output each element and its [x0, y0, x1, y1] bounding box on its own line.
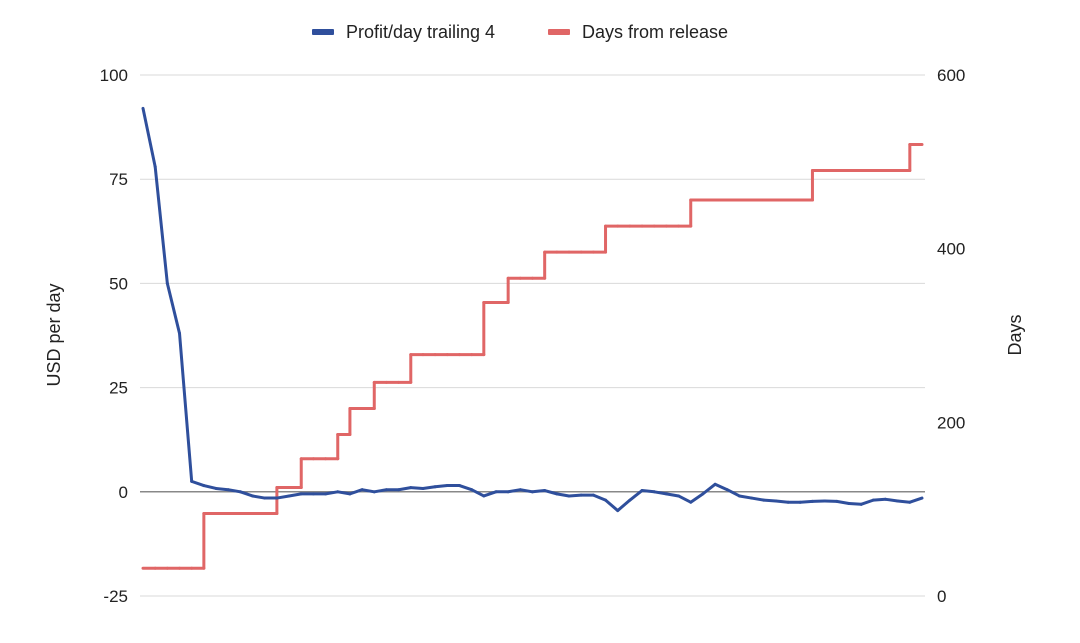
profit-segment — [750, 496, 766, 502]
left-tick-label: 100 — [100, 66, 128, 85]
profit-segment — [506, 488, 522, 494]
profit-segment — [348, 488, 364, 496]
profit-segment — [725, 488, 741, 498]
profit-segment — [652, 490, 668, 496]
series-profit-per-day — [141, 106, 924, 513]
profit-segment — [591, 493, 608, 502]
series-days-from-release — [141, 142, 924, 570]
right-axis-title: Days — [1005, 314, 1025, 355]
profit-segment — [616, 498, 632, 513]
profit-segment — [701, 482, 717, 496]
profit-segment — [677, 494, 693, 504]
gridlines — [140, 74, 925, 597]
profit-segment — [433, 484, 449, 489]
left-tick-label: 25 — [109, 379, 128, 398]
left-axis-title: USD per day — [44, 283, 64, 386]
profit-segment — [287, 492, 303, 498]
profit-segment — [896, 499, 912, 504]
profit-segment — [190, 479, 206, 488]
series-layer — [141, 106, 924, 570]
profit-segment — [324, 490, 340, 496]
profit-segment — [713, 482, 729, 492]
profit-segment — [457, 484, 474, 492]
profit-segment — [835, 499, 851, 505]
profit-segment — [360, 488, 376, 494]
profit-segment — [397, 486, 413, 492]
profit-segment — [908, 496, 924, 504]
profit-segment — [165, 281, 182, 335]
profit-segment — [555, 492, 571, 498]
profit-segment — [178, 331, 194, 483]
profit-segment — [871, 497, 887, 502]
profit-segment — [543, 489, 559, 496]
right-axis-ticks: 600 400 200 0 — [937, 66, 965, 606]
right-tick-label: 600 — [937, 66, 965, 85]
profit-segment — [762, 498, 778, 503]
profit-segment — [604, 498, 620, 513]
profit-segment — [847, 501, 863, 506]
left-tick-label: -25 — [103, 587, 128, 606]
profit-segment — [421, 485, 437, 490]
left-axis-ticks: 100 75 50 25 0 -25 — [100, 66, 128, 606]
profit-segment — [883, 497, 900, 503]
profit-segment — [737, 494, 754, 500]
profit-segment — [141, 106, 157, 169]
profit-segment — [372, 488, 388, 494]
profit-segment — [251, 494, 267, 500]
profit-segment — [336, 490, 352, 496]
profit-segment — [628, 489, 644, 502]
right-tick-label: 200 — [937, 413, 965, 432]
left-tick-label: 0 — [119, 483, 128, 502]
profit-segment — [798, 499, 814, 504]
profit-segment — [689, 492, 705, 504]
profit-segment — [482, 490, 498, 498]
profit-segment — [640, 489, 656, 494]
legend: Profit/day trailing 4 Days from release — [312, 22, 728, 42]
profit-segment — [859, 498, 875, 506]
profit-segment — [214, 486, 230, 492]
legend-label-days: Days from release — [582, 22, 728, 42]
profit-segment — [664, 492, 681, 498]
profit-segment — [774, 499, 790, 504]
profit-segment — [226, 488, 242, 494]
profit-segment — [238, 490, 255, 498]
left-tick-label: 75 — [109, 170, 128, 189]
profit-segment — [567, 493, 583, 498]
legend-swatch-profit — [312, 29, 334, 35]
profit-segment — [275, 494, 291, 500]
profit-segment — [470, 488, 486, 498]
profit-segment — [531, 489, 547, 494]
right-tick-label: 0 — [937, 587, 946, 606]
right-tick-label: 400 — [937, 240, 965, 259]
left-tick-label: 50 — [109, 274, 128, 293]
profit-segment — [409, 486, 425, 490]
legend-swatch-days — [548, 29, 570, 35]
profit-segment — [518, 488, 534, 494]
profit-segment — [202, 484, 218, 490]
legend-label-profit: Profit/day trailing 4 — [346, 22, 495, 42]
profit-segment — [153, 165, 169, 285]
